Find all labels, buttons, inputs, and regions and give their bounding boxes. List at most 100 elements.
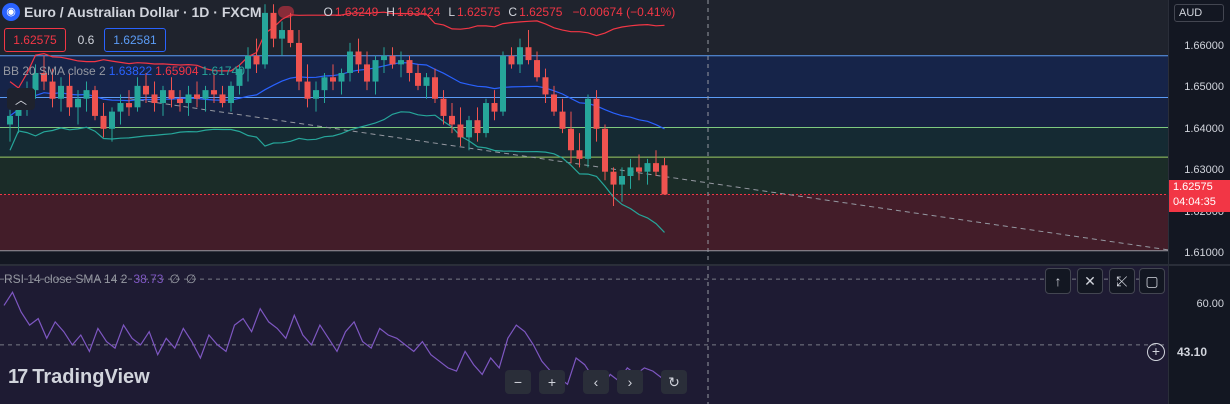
candle[interactable] bbox=[236, 64, 243, 95]
candle[interactable] bbox=[151, 81, 158, 112]
candle[interactable] bbox=[568, 111, 574, 164]
market-status-icon[interactable] bbox=[277, 6, 294, 18]
candle[interactable] bbox=[66, 72, 73, 116]
candle[interactable] bbox=[432, 68, 438, 104]
rsi-label[interactable]: RSI 14 close SMA 14 2 bbox=[4, 272, 128, 286]
candle[interactable] bbox=[534, 51, 540, 82]
candle[interactable] bbox=[440, 90, 447, 125]
candle[interactable] bbox=[610, 167, 617, 207]
candle[interactable] bbox=[636, 154, 642, 181]
scroll-left-button[interactable]: ‹ bbox=[583, 370, 609, 394]
candle[interactable] bbox=[219, 85, 226, 108]
bb-label[interactable]: BB 20 SMA close 2 bbox=[3, 64, 106, 78]
candle[interactable] bbox=[364, 51, 370, 91]
candle[interactable] bbox=[185, 85, 192, 116]
candle[interactable] bbox=[270, 4, 277, 48]
candle[interactable] bbox=[517, 38, 523, 73]
candle[interactable] bbox=[296, 30, 302, 91]
buy-button[interactable]: 1.62581 bbox=[104, 28, 166, 52]
candle[interactable] bbox=[347, 42, 353, 82]
candle[interactable] bbox=[525, 30, 532, 65]
candle[interactable] bbox=[491, 90, 498, 121]
candle[interactable] bbox=[134, 77, 141, 112]
candle[interactable] bbox=[653, 150, 659, 176]
candle[interactable] bbox=[160, 85, 166, 116]
candle[interactable] bbox=[619, 167, 625, 202]
reset-chart-button[interactable]: ↻ bbox=[661, 370, 687, 394]
candle[interactable] bbox=[593, 90, 600, 142]
candle[interactable] bbox=[449, 103, 455, 134]
candle[interactable] bbox=[381, 47, 387, 73]
candle[interactable] bbox=[602, 124, 608, 181]
candle[interactable] bbox=[389, 47, 396, 69]
candle[interactable] bbox=[457, 107, 464, 146]
candle[interactable] bbox=[508, 47, 515, 69]
candle[interactable] bbox=[500, 51, 506, 116]
zoom-out-button[interactable]: − bbox=[505, 370, 531, 394]
candle[interactable] bbox=[75, 90, 81, 125]
candle[interactable] bbox=[423, 72, 430, 99]
candle[interactable] bbox=[483, 98, 489, 138]
candle[interactable] bbox=[253, 38, 260, 73]
collapse-pane-button[interactable]: ⤪ bbox=[1109, 268, 1135, 294]
candle[interactable] bbox=[41, 55, 47, 91]
symbol-title[interactable]: Euro / Australian Dollar · 1D · FXCM bbox=[24, 4, 262, 20]
main-chart-pane[interactable] bbox=[0, 0, 1168, 264]
candle[interactable] bbox=[177, 90, 183, 112]
candle[interactable] bbox=[279, 21, 285, 56]
candle[interactable] bbox=[330, 64, 336, 91]
candle[interactable] bbox=[202, 85, 209, 112]
candle[interactable] bbox=[49, 68, 56, 108]
candle[interactable] bbox=[168, 77, 175, 108]
candle[interactable] bbox=[338, 68, 345, 95]
move-pane-up-button[interactable]: ↑ bbox=[1045, 268, 1071, 294]
bb-legend[interactable]: BB 20 SMA close 2 1.63822 1.65904 1.6174… bbox=[0, 64, 245, 78]
candle[interactable] bbox=[372, 55, 379, 95]
candle[interactable] bbox=[143, 72, 149, 104]
candle[interactable] bbox=[466, 115, 472, 151]
candle[interactable] bbox=[117, 94, 124, 125]
candle[interactable] bbox=[661, 157, 668, 195]
candle[interactable] bbox=[313, 81, 319, 112]
candle[interactable] bbox=[211, 72, 217, 104]
candle[interactable] bbox=[100, 103, 107, 138]
rsi-legend[interactable]: RSI 14 close SMA 14 2 38.73 ∅ ∅ bbox=[0, 272, 196, 286]
candle[interactable] bbox=[7, 107, 13, 142]
candle[interactable] bbox=[576, 133, 583, 168]
currency-selector[interactable]: AUD bbox=[1174, 4, 1224, 22]
candle[interactable] bbox=[355, 38, 362, 73]
candle[interactable] bbox=[415, 64, 421, 91]
candle[interactable] bbox=[262, 4, 268, 69]
scroll-right-button[interactable]: › bbox=[617, 370, 643, 394]
candle[interactable] bbox=[398, 51, 404, 78]
candle[interactable] bbox=[644, 158, 651, 185]
pane-separator[interactable] bbox=[0, 264, 1230, 266]
candle[interactable] bbox=[83, 81, 90, 112]
candle[interactable] bbox=[474, 107, 481, 142]
candle[interactable] bbox=[321, 72, 328, 104]
candle[interactable] bbox=[92, 85, 98, 121]
candle[interactable] bbox=[406, 55, 413, 82]
add-plus-circle-icon[interactable]: + bbox=[1147, 343, 1165, 361]
delete-pane-button[interactable]: ✕ bbox=[1077, 268, 1103, 294]
candle[interactable] bbox=[551, 85, 557, 116]
zoom-in-button[interactable]: + bbox=[539, 370, 565, 394]
candle[interactable] bbox=[109, 107, 115, 142]
price-scale[interactable]: 1.66000 1.65000 1.64000 1.63000 1.62000 … bbox=[1168, 0, 1230, 264]
candle[interactable] bbox=[559, 98, 566, 134]
candle[interactable] bbox=[126, 90, 132, 116]
collapse-legend-button[interactable]: ︿ bbox=[7, 88, 35, 110]
candle[interactable] bbox=[585, 94, 591, 168]
candle[interactable] bbox=[58, 77, 64, 112]
maximize-pane-button[interactable]: ▢ bbox=[1139, 268, 1165, 294]
candle[interactable] bbox=[228, 81, 234, 112]
sell-button[interactable]: 1.62575 bbox=[4, 28, 66, 52]
candle[interactable] bbox=[542, 68, 549, 104]
candle[interactable] bbox=[245, 47, 251, 82]
candlestick-chart[interactable] bbox=[0, 0, 1168, 264]
rsi-scale[interactable]: 60.00 bbox=[1168, 266, 1230, 404]
candle[interactable] bbox=[32, 64, 39, 99]
candle[interactable] bbox=[304, 64, 311, 108]
candle[interactable] bbox=[287, 12, 294, 48]
candle[interactable] bbox=[627, 158, 634, 189]
